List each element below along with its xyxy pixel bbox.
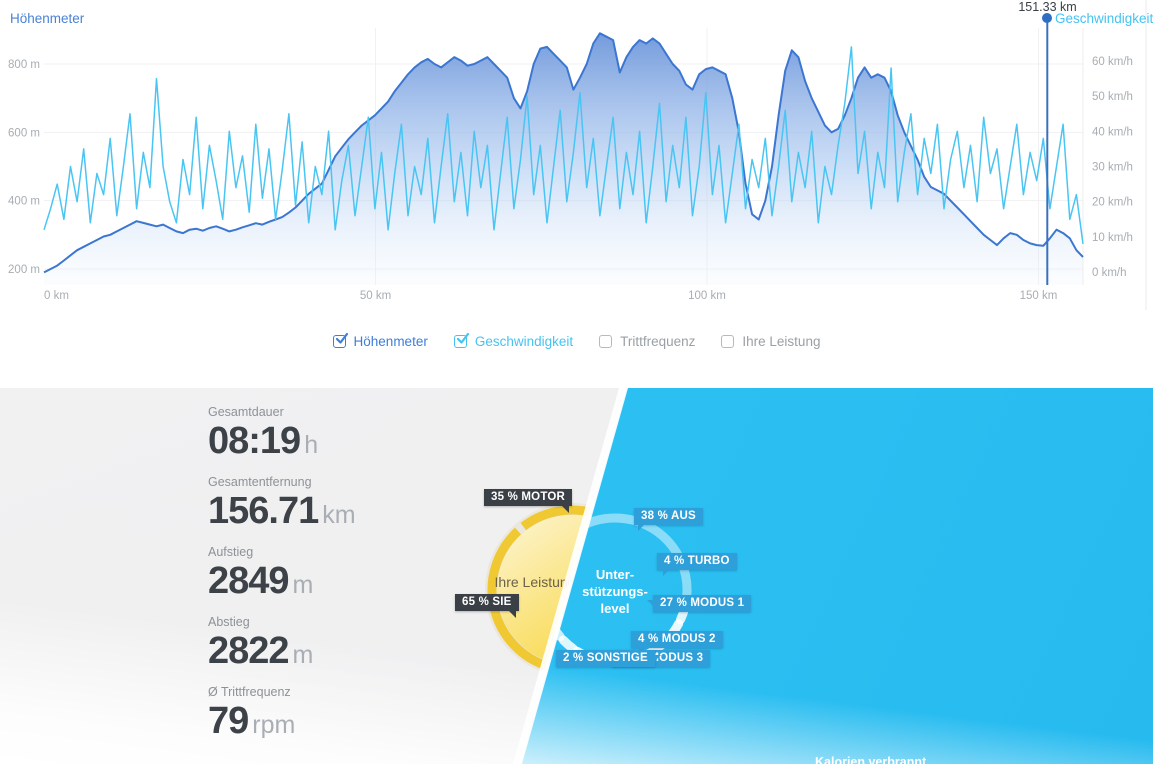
stat-value: 79 <box>208 700 249 742</box>
stat-label: Abstieg <box>208 615 250 629</box>
stats-column-right: Kalorien verbrannt 3826kcal Ø Geschwindi… <box>815 755 1153 764</box>
svg-text:800 m: 800 m <box>8 59 40 71</box>
stat-label: Aufstieg <box>208 545 254 559</box>
marker-distance-label: 151.33 km <box>1018 0 1077 14</box>
elevation-speed-chart: 800 m 600 m 400 m 200 m 0 km 50 km 100 km 150 k… <box>8 0 1147 310</box>
chip-modus-1: 27 % MODUS 1 <box>646 595 752 612</box>
stat-unit: m <box>292 641 314 669</box>
svg-text:50 km/h: 50 km/h <box>1092 91 1133 103</box>
chip-sie: 65 % SIE <box>455 594 519 618</box>
series-legend: Höhenmeter Geschwindigkeit Trittfrequenz <box>0 332 1153 349</box>
chip-turbo: 4 % TURBO <box>657 553 737 576</box>
legend-checkbox-hoehenmeter[interactable]: Höhenmeter <box>332 332 428 349</box>
stat-gesamtentfernung: Gesamtentfernung 156.71 km <box>208 475 1153 545</box>
svg-text:200 m: 200 m <box>8 264 40 276</box>
checkbox-icon[interactable] <box>332 332 348 348</box>
stat-value: 156.71 <box>208 490 319 532</box>
svg-text:20 km/h: 20 km/h <box>1092 197 1133 209</box>
svg-text:30 km/h: 30 km/h <box>1092 162 1133 174</box>
stat-label: Gesamtdauer <box>208 405 284 419</box>
checkmark-icon <box>335 332 348 344</box>
svg-text:100 km: 100 km <box>688 290 726 302</box>
stat-trittfrequenz: Ø Trittfrequenz 79 rpm <box>208 685 1153 755</box>
marker-dot-icon <box>1042 13 1052 23</box>
stat-label: Kalorien verbrannt <box>815 755 927 764</box>
checkmark-icon <box>456 332 469 344</box>
stat-value: 2849 <box>208 560 290 602</box>
chip-motor: 35 % MOTOR <box>484 489 572 513</box>
svg-text:40 km/h: 40 km/h <box>1092 126 1133 138</box>
svg-text:50 km: 50 km <box>360 290 391 302</box>
legend-checkbox-trittfrequenz[interactable]: Trittfrequenz <box>599 334 695 349</box>
stat-unit: m <box>292 571 314 599</box>
stat-abstieg: Abstieg 2822 m <box>208 615 1153 685</box>
right-axis-title: Geschwindigkeit <box>1055 11 1153 26</box>
legend-label[interactable]: Höhenmeter <box>353 334 428 349</box>
svg-text:600 m: 600 m <box>8 127 40 139</box>
stat-aufstieg: Aufstieg 2849 m <box>208 545 1153 615</box>
checkbox-icon[interactable] <box>721 335 735 348</box>
chip-modus-2: 4 % MODUS 2 <box>631 631 723 654</box>
stat-gesamtdauer: Gesamtdauer 08:19 h <box>208 405 1153 475</box>
svg-text:400 m: 400 m <box>8 196 40 208</box>
legend-label[interactable]: Ihre Leistung <box>742 334 821 349</box>
legend-checkbox-ihre-leistung[interactable]: Ihre Leistung <box>721 334 820 349</box>
stat-unit: rpm <box>252 711 296 739</box>
stat-label: Ø Trittfrequenz <box>208 685 291 699</box>
legend-label[interactable]: Trittfrequenz <box>620 334 696 349</box>
left-axis-title: Höhenmeter <box>10 11 85 26</box>
svg-text:0 km/h: 0 km/h <box>1092 267 1127 279</box>
stat-value: 08:19 <box>208 420 301 462</box>
legend-checkbox-geschwindigkeit[interactable]: Geschwindigkeit <box>453 332 574 349</box>
stat-value: 2822 <box>208 630 290 672</box>
stat-unit: km <box>322 501 356 529</box>
svg-text:60 km/h: 60 km/h <box>1092 56 1133 68</box>
svg-text:10 km/h: 10 km/h <box>1092 232 1133 244</box>
checkbox-icon[interactable] <box>599 335 613 348</box>
svg-text:150 km: 150 km <box>1020 290 1058 302</box>
chip-aus: 38 % AUS <box>634 508 703 531</box>
stats-column-left: Gesamtdauer 08:19 h Gesamtentfernung 156.… <box>208 405 1153 755</box>
checkbox-icon[interactable] <box>453 332 469 348</box>
svg-text:0 km: 0 km <box>44 290 69 302</box>
legend-label[interactable]: Geschwindigkeit <box>474 334 574 349</box>
stat-label: Gesamtentfernung <box>208 475 312 489</box>
stat-unit: h <box>304 431 319 459</box>
profile-chart-section: 800 m 600 m 400 m 200 m 0 km 50 km 100 km 150 k… <box>0 0 1153 349</box>
stat-kalorien: Kalorien verbrannt 3826kcal <box>815 755 1153 764</box>
tour-stats-section: Ihre Leistung Unter- stützungs- level 35… <box>0 388 1153 764</box>
